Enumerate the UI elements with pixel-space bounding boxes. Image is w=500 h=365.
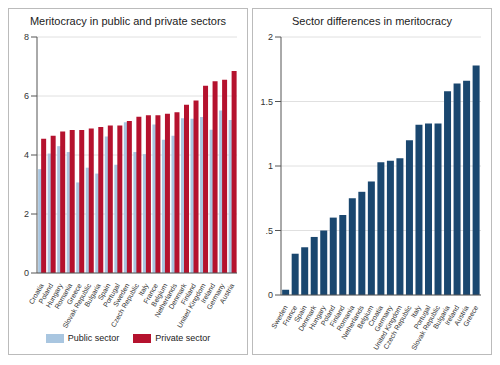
html-text:Meritocracy in public and priv: Meritocracy in public and private sector… [29, 15, 227, 27]
svg-text:.5: .5 [265, 226, 273, 236]
svg-text:Belgium: Belgium [355, 304, 375, 330]
svg-text:Sweden: Sweden [270, 304, 289, 330]
svg-text:Netherlands: Netherlands [153, 282, 179, 319]
svg-text:United Kingdom: United Kingdom [176, 282, 208, 329]
svg-text:1: 1 [268, 161, 273, 171]
svg-text:Poland: Poland [37, 282, 55, 305]
svg-text:Germany: Germany [373, 304, 394, 333]
svg-text:France: France [142, 282, 160, 305]
svg-text:Slovak Republic: Slovak Republic [410, 304, 442, 352]
svg-text:Croatia: Croatia [27, 282, 45, 306]
svg-text:Bulgaria: Bulgaria [431, 304, 451, 330]
svg-text:Italy: Italy [409, 304, 423, 319]
svg-text:Ireland: Ireland [199, 282, 217, 305]
svg-text:Spain: Spain [292, 304, 308, 324]
svg-text:Greece: Greece [65, 282, 83, 306]
svg-text:Denmark: Denmark [167, 282, 188, 311]
svg-text:2: 2 [24, 209, 29, 219]
html-text:Private sector: Private sector [155, 333, 211, 343]
svg-text:Ireland: Ireland [443, 304, 461, 327]
svg-text:Croatia: Croatia [366, 304, 384, 328]
svg-text:Sweden: Sweden [111, 282, 131, 308]
svg-text:Finland: Finland [328, 304, 346, 328]
svg-text:Denmark: Denmark [297, 304, 318, 333]
svg-text:1.5: 1.5 [260, 97, 273, 107]
svg-text:Spain: Spain [96, 282, 112, 302]
svg-text:Poland: Poland [319, 304, 337, 327]
svg-text:0: 0 [24, 268, 29, 278]
svg-text:Portugal: Portugal [412, 304, 432, 331]
svg-text:Bulgaria: Bulgaria [83, 282, 102, 308]
svg-text:Czech Republic: Czech Republic [109, 282, 141, 329]
svg-text:2: 2 [268, 32, 273, 42]
svg-text:8: 8 [24, 32, 29, 42]
svg-text:Portugal: Portugal [101, 282, 121, 309]
svg-text:6: 6 [24, 91, 29, 101]
svg-text:Czech Republic: Czech Republic [382, 304, 414, 351]
svg-text:Greece: Greece [462, 304, 480, 327]
svg-text:Belgium: Belgium [149, 282, 169, 308]
svg-text:Finland: Finland [179, 282, 198, 306]
svg-text:United Kingdom: United Kingdom [372, 304, 404, 351]
svg-text:Hungary: Hungary [44, 282, 64, 309]
svg-text:Romania: Romania [335, 304, 356, 332]
svg-text:Italy: Italy [137, 282, 150, 297]
svg-text:Netherlands: Netherlands [340, 304, 365, 341]
svg-text:Austria: Austria [218, 282, 235, 304]
svg-text:4: 4 [24, 150, 29, 160]
svg-text:France: France [281, 304, 299, 327]
svg-text:Slovak Republic: Slovak Republic [61, 282, 93, 330]
svg-text:Austria: Austria [452, 304, 470, 327]
svg-text:0: 0 [268, 290, 273, 300]
svg-text:Romania: Romania [53, 282, 74, 310]
svg-text:Germany: Germany [205, 282, 226, 311]
html-text:Sector differences in meritocr: Sector differences in meritocracy [292, 15, 452, 27]
html-text:Public sector: Public sector [67, 333, 120, 343]
svg-text:Hungary: Hungary [307, 304, 327, 331]
